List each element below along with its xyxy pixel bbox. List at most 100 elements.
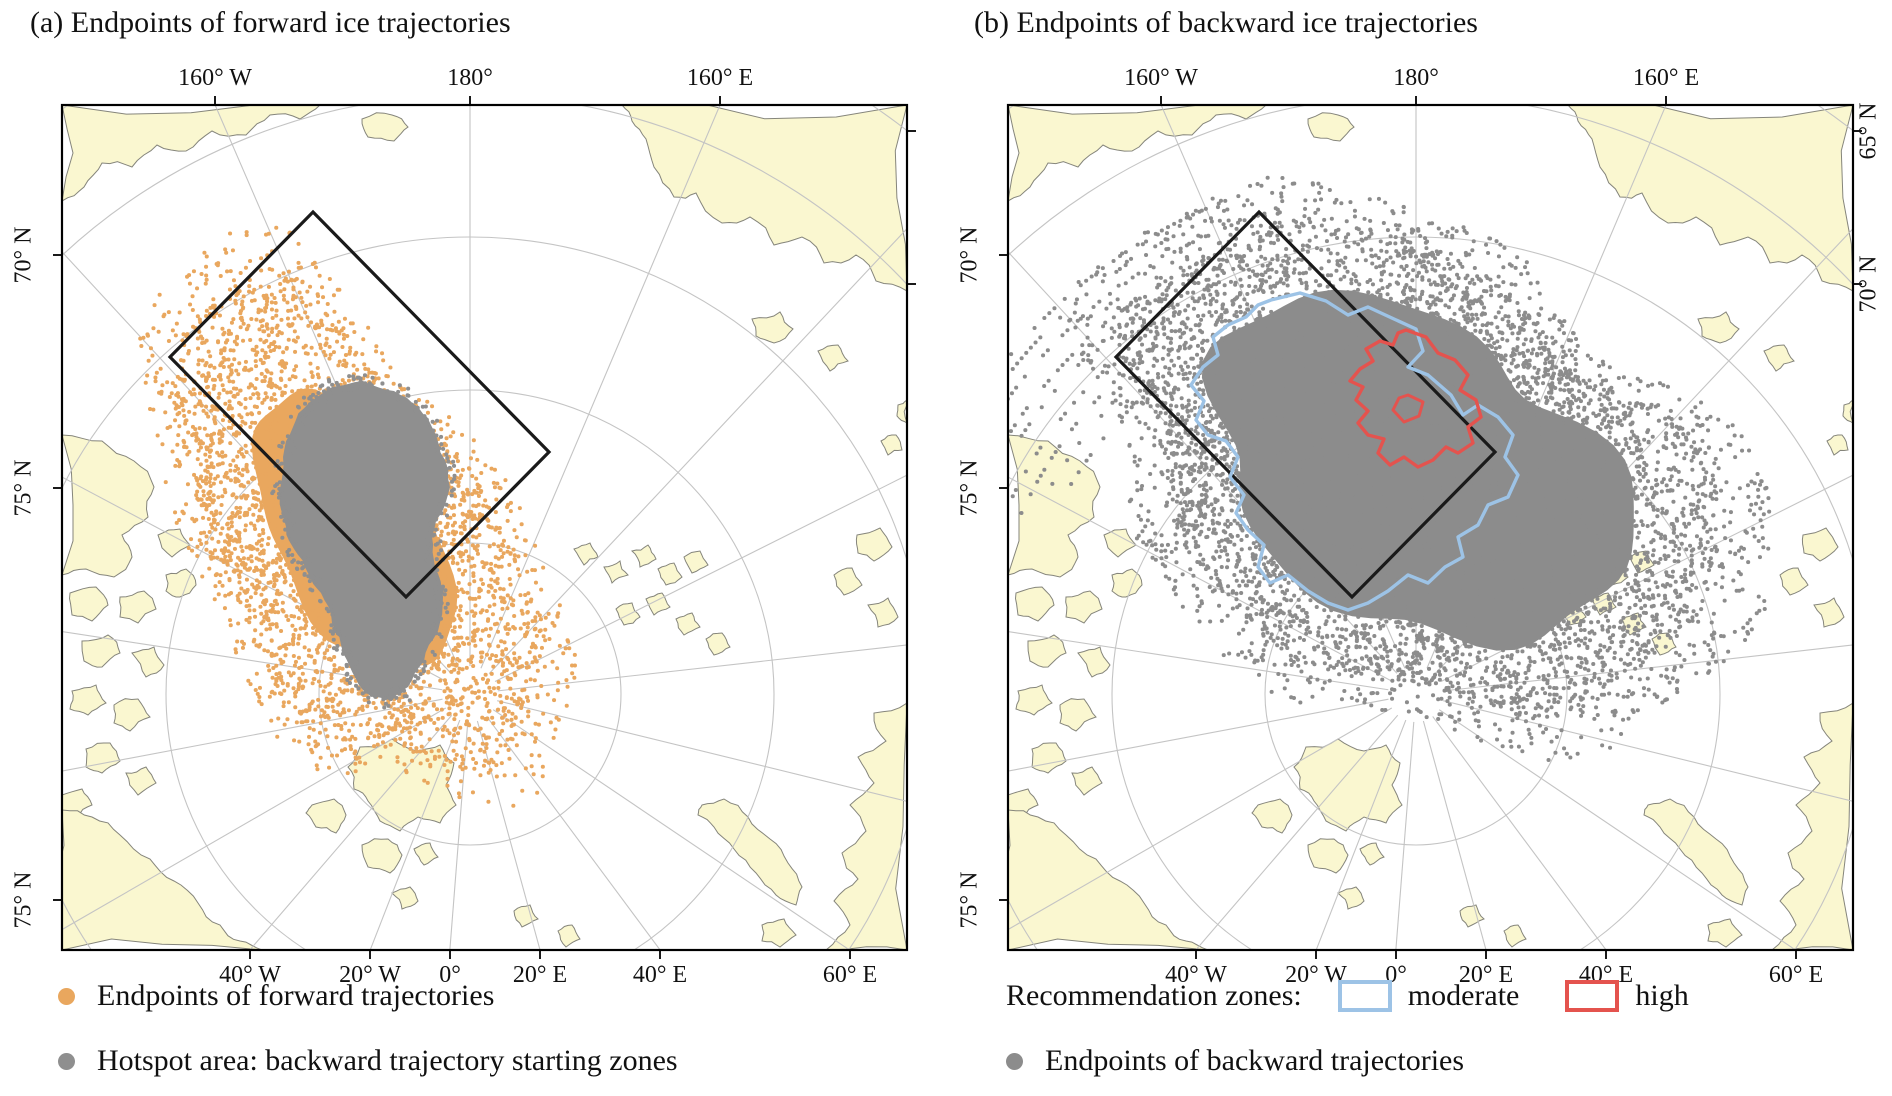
- moderate-zone-swatch: [1337, 980, 1392, 1012]
- backward-endpoints-fringe-arcs: [1008, 194, 1323, 515]
- high-zone-label: high: [1635, 979, 1689, 1012]
- meridian-line: [1395, 721, 1415, 950]
- landmass: [880, 434, 903, 456]
- axis-label-bottom: 60° E: [822, 962, 878, 988]
- landmass: [165, 568, 197, 598]
- land-layer: [62, 105, 907, 950]
- hotspot-edge-dots: [270, 373, 457, 710]
- meridian-line: [62, 476, 446, 682]
- meridian-line: [1315, 719, 1407, 950]
- landmass: [1307, 838, 1349, 874]
- axis-label-bottom: 40° W: [219, 962, 281, 988]
- meridian-line: [1422, 720, 1487, 950]
- meridian-line: [486, 716, 661, 950]
- landmass: [1826, 434, 1849, 456]
- landmass: [68, 586, 109, 622]
- axis-label-top: 160° W: [178, 65, 252, 91]
- landmass: [361, 838, 403, 874]
- meridian-line: [494, 474, 907, 682]
- landmass: [1707, 918, 1743, 948]
- landmass: [62, 809, 263, 950]
- landmass: [131, 646, 165, 678]
- backward-endpoints-marker: [1006, 1052, 1023, 1070]
- data-layer: [1008, 175, 1772, 762]
- landmass: [1307, 112, 1355, 142]
- backward-endpoints-label: Endpoints of backward trajectories: [1045, 1044, 1465, 1077]
- landmass: [1031, 742, 1067, 774]
- meridian-line: [1008, 476, 1392, 682]
- axis-label-bottom: 20° W: [339, 962, 401, 988]
- hotspot-label: Hotspot area: backward trajectory starti…: [97, 1044, 678, 1077]
- landmass: [1771, 702, 1853, 950]
- axis-label-top: 160° E: [1632, 65, 1700, 91]
- landmass: [817, 344, 849, 372]
- high-zone-swatch: [1565, 980, 1620, 1012]
- hotspot-marker: [58, 1052, 75, 1070]
- landmass: [675, 612, 701, 636]
- landmass: [867, 597, 899, 628]
- axis-label-left: 75° N: [956, 871, 983, 929]
- axis-label-bottom: 20° E: [512, 962, 568, 988]
- meridian-line: [497, 644, 907, 692]
- landmass: [347, 738, 457, 832]
- data-layer: [138, 209, 577, 808]
- landmass: [621, 105, 907, 292]
- meridian-line: [1008, 631, 1389, 691]
- landmass: [683, 550, 709, 574]
- legend-item-recommendation-zones: Recommendation zones: moderate high: [1006, 976, 1689, 1016]
- landmass: [1337, 886, 1365, 910]
- meridian-line: [480, 105, 721, 669]
- axis-label-left: 75° N: [10, 459, 37, 517]
- legend-item-hotspot: Hotspot area: backward trajectory starti…: [58, 1041, 678, 1081]
- landmass: [751, 311, 794, 344]
- axis-label-top: 160° W: [1124, 65, 1198, 91]
- meridian-line: [1438, 709, 1797, 950]
- meridian-line: [1195, 714, 1399, 950]
- landmass: [62, 788, 93, 818]
- map-backward-trajectories: 160° W 180° 160° E 40° W 20° W 0° 20° E 40° E 60…: [957, 65, 1882, 988]
- frame-layer: [999, 96, 1862, 959]
- axis-label-bottom: 20° W: [1285, 962, 1347, 988]
- map-svg-b: [999, 96, 1862, 959]
- landmass: [391, 886, 419, 910]
- legend-a: Endpoints of forward trajectories Hotspo…: [58, 976, 678, 1096]
- landmass: [1293, 738, 1403, 832]
- meridian-line: [1008, 698, 1389, 772]
- moderate-zone-contour: [1189, 291, 1520, 612]
- landmass: [1014, 586, 1055, 622]
- landmass: [119, 590, 157, 624]
- landmass: [1763, 344, 1795, 372]
- landmass: [1008, 105, 1267, 202]
- meridian-line: [62, 707, 447, 931]
- landmass: [62, 434, 155, 578]
- landmass: [1015, 684, 1053, 716]
- meridian-line: [1432, 716, 1607, 950]
- meridian-line: [488, 227, 907, 674]
- landmass: [125, 766, 157, 796]
- landmass: [1697, 311, 1740, 344]
- landmass: [1251, 798, 1293, 834]
- legend-item-forward-endpoints: Endpoints of forward trajectories: [58, 976, 678, 1016]
- high-zone-inner-contour: [1391, 393, 1425, 424]
- axis-label-right: 65° N: [1855, 102, 1882, 160]
- landmass: [1059, 698, 1097, 732]
- landmass: [113, 698, 151, 732]
- moderate-zone-label: moderate: [1407, 979, 1520, 1012]
- landmass: [1008, 434, 1101, 578]
- meridian-line: [1443, 644, 1853, 692]
- landmass: [1503, 924, 1527, 948]
- landmass: [630, 544, 657, 568]
- landmass: [85, 742, 121, 774]
- axis-label-top: 180°: [1393, 65, 1439, 91]
- panel-b-title: (b) Endpoints of backward ice trajectori…: [974, 6, 1478, 39]
- landmass: [1027, 634, 1067, 668]
- meridian-line: [369, 719, 461, 950]
- axis-label-right: 70° N: [1855, 255, 1882, 313]
- landmass: [1567, 105, 1853, 292]
- landmass: [697, 798, 803, 906]
- frame-layer: [53, 96, 916, 959]
- meridian-line: [492, 709, 851, 950]
- meridian-line: [62, 698, 443, 772]
- landmass: [855, 527, 893, 562]
